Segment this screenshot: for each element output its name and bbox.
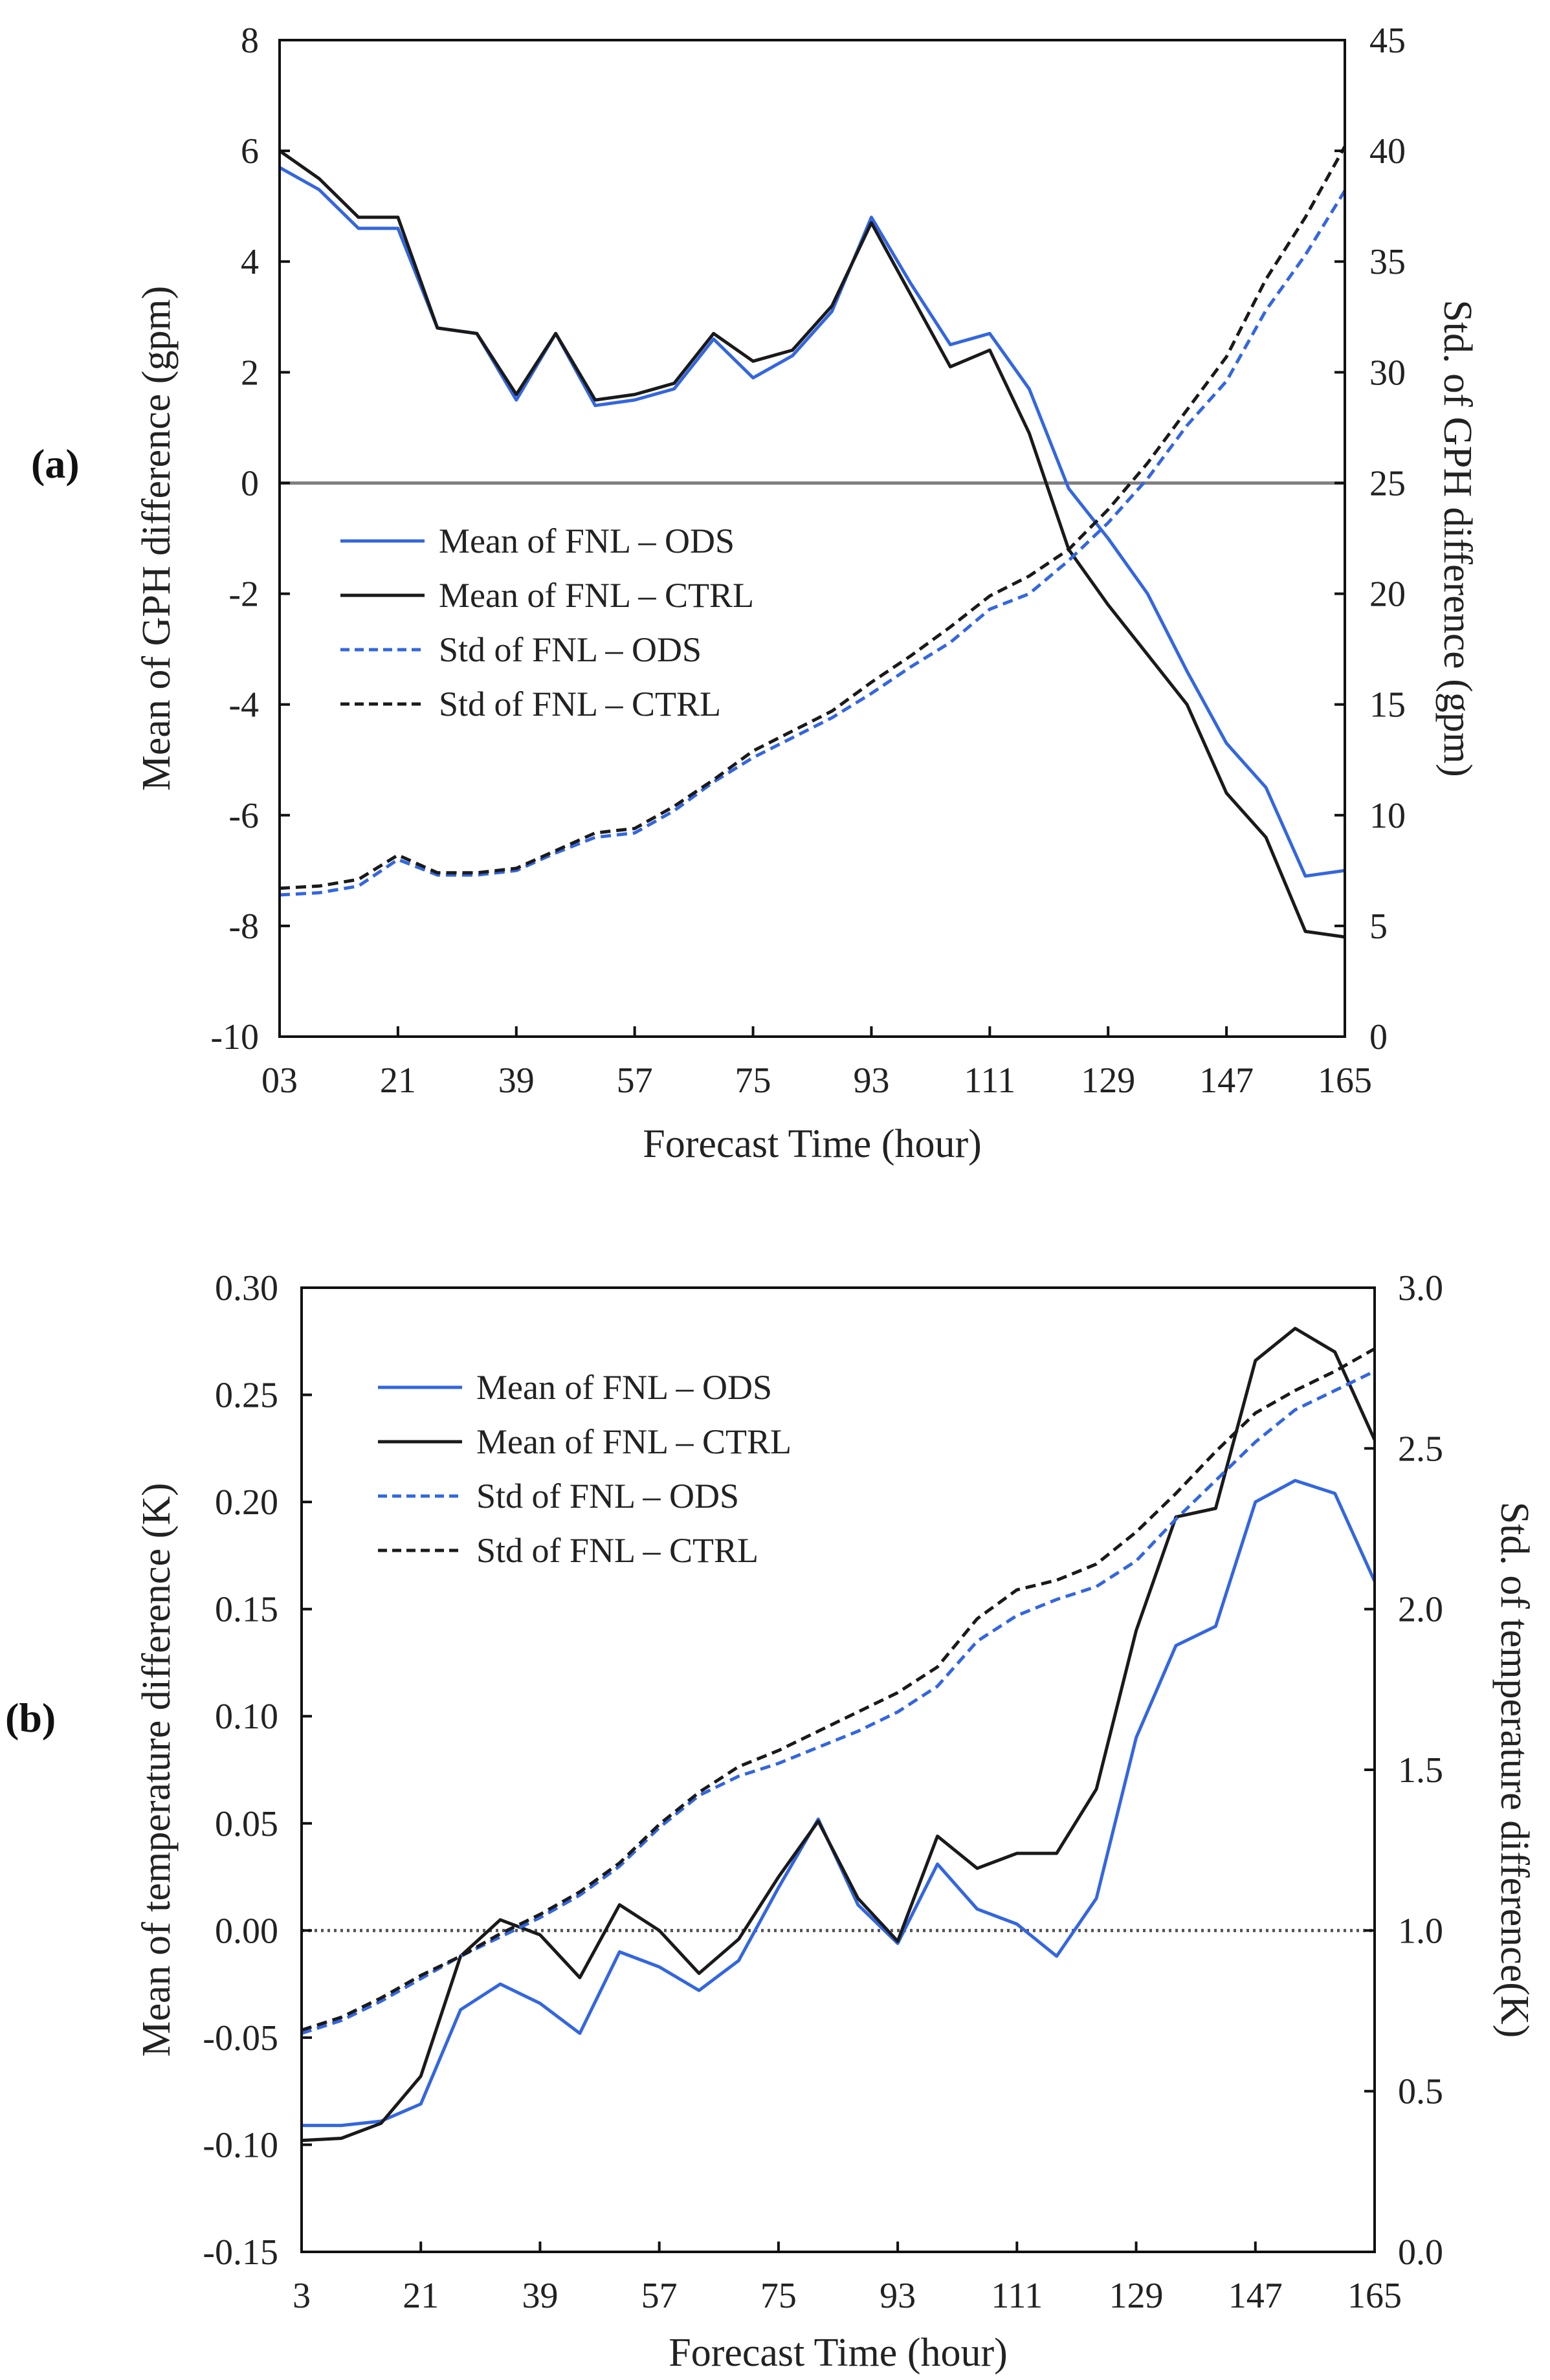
x-tick-label: 03 [261, 1061, 298, 1101]
plot-frame [278, 39, 1346, 1038]
x-tick-label: 57 [617, 1061, 653, 1101]
series-line-4 [279, 146, 1347, 890]
y-tick-label: 0.15 [215, 1590, 278, 1630]
y-tick-label: 0.00 [215, 1911, 278, 1951]
y-tick-label: -8 [228, 907, 259, 947]
series-line-1 [302, 1479, 1377, 2128]
x-tick-label: 39 [498, 1061, 535, 1101]
legend-label: Std of FNL – ODS [476, 1477, 739, 1515]
y2-axis-label: Std. of GPH difference (gpm) [1435, 300, 1479, 777]
y2-axis-label: Std. of temperature difference(K) [1492, 1502, 1536, 2038]
y2-tick-label: 15 [1369, 685, 1406, 725]
y2-tick-label: 2.5 [1398, 1429, 1443, 1469]
x-tick-label: 129 [1081, 1061, 1135, 1101]
legend-label: Mean of FNL – ODS [439, 522, 735, 560]
y2-tick-label: 1.5 [1398, 1750, 1443, 1791]
x-tick-label: 93 [853, 1061, 889, 1101]
x-tick-label: 165 [1347, 2276, 1402, 2316]
x-tick-label: 3 [293, 2276, 311, 2316]
x-tick-label: 165 [1318, 1061, 1372, 1101]
y2-tick-label: 40 [1369, 131, 1406, 171]
panel-label: (b) [5, 1695, 56, 1741]
y2-tick-label: 0.5 [1398, 2072, 1443, 2112]
legend-label: Mean of FNL – CTRL [476, 1422, 792, 1461]
x-axis-label: Forecast Time (hour) [643, 1122, 982, 1166]
y-tick-label: -10 [210, 1017, 259, 1057]
y-tick-label: 8 [241, 21, 259, 61]
x-tick-label: 93 [880, 2276, 916, 2316]
x-tick-label: 75 [735, 1061, 771, 1101]
x-tick-label: 111 [991, 2276, 1043, 2316]
legend-label: Mean of FNL – ODS [476, 1368, 772, 1407]
y-tick-label: 2 [241, 353, 259, 393]
x-tick-label: 129 [1109, 2276, 1164, 2316]
y-axis-label: Mean of GPH difference (gpm) [135, 286, 179, 791]
legend-label: Mean of FNL – CTRL [439, 576, 754, 615]
panel-label: (a) [31, 441, 80, 487]
y2-tick-label: 0 [1369, 1017, 1388, 1057]
y2-tick-label: 0.0 [1398, 2232, 1443, 2273]
y2-tick-label: 35 [1369, 242, 1406, 282]
y2-tick-label: 30 [1369, 353, 1406, 393]
y-tick-label: 0.30 [215, 1268, 278, 1308]
series-line-3 [279, 190, 1347, 897]
series-line-2 [301, 1327, 1377, 2143]
series-line-4 [301, 1347, 1376, 2032]
legend-label: Std of FNL – CTRL [439, 685, 721, 723]
legend: Mean of FNL – ODS Mean of FNL – CTRL Std o… [340, 522, 754, 723]
y-tick-label: 0.25 [215, 1376, 278, 1416]
y-tick-label: -0.15 [203, 2232, 278, 2273]
y-tick-label: -6 [228, 796, 259, 836]
y2-tick-label: 10 [1369, 796, 1406, 836]
x-tick-label: 147 [1228, 2276, 1283, 2316]
x-tick-label: 147 [1199, 1061, 1254, 1101]
series-line-3 [301, 1369, 1376, 2035]
plot-frame [300, 1286, 1376, 2253]
y-tick-label: 0.20 [215, 1482, 278, 1523]
y-tick-label: 6 [241, 131, 259, 171]
x-tick-label: 75 [760, 2276, 797, 2316]
y-tick-label: -0.10 [203, 2125, 278, 2165]
y2-tick-label: 5 [1369, 907, 1388, 947]
chart-panel-b: -0.15 -0.10 -0.05 0.00 0.05 0.10 0.15 0.20 0.25 0… [5, 1268, 1536, 2375]
y-axis-label: Mean of temperature difference (K) [135, 1482, 179, 2056]
legend-label: Std of FNL – ODS [439, 630, 702, 669]
y-tick-label: -2 [228, 575, 259, 615]
y-tick-label: -0.05 [203, 2018, 278, 2058]
y-tick-label: 0.05 [215, 1804, 278, 1844]
y2-tick-label: 20 [1369, 575, 1406, 615]
y-tick-label: -4 [228, 685, 259, 725]
y2-tick-label: 1.0 [1398, 1911, 1443, 1951]
legend: Mean of FNL – ODS Mean of FNL – CTRL Std o… [378, 1368, 792, 1570]
series-line-2 [278, 149, 1345, 939]
y-tick-label: 4 [241, 242, 259, 282]
x-tick-label: 21 [403, 2276, 439, 2316]
y2-tick-label: 3.0 [1398, 1268, 1443, 1308]
y2-tick-label: 2.0 [1398, 1590, 1443, 1630]
y-tick-label: 0.10 [215, 1697, 278, 1737]
x-tick-label: 111 [964, 1061, 1015, 1101]
x-tick-label: 39 [522, 2276, 558, 2316]
y2-tick-label: 45 [1369, 21, 1406, 61]
x-tick-label: 21 [380, 1061, 416, 1101]
x-tick-label: 57 [641, 2276, 678, 2316]
y2-tick-label: 25 [1369, 463, 1406, 503]
x-axis-label: Forecast Time (hour) [669, 2331, 1008, 2375]
legend-label: Std of FNL – CTRL [476, 1531, 758, 1570]
y-tick-label: 0 [241, 463, 259, 503]
chart-panel-a: -10 -8 -6 -4 -2 0 2 4 6 8 0 5 10 15 20 25 30 35 40 45 03 21 39… [31, 21, 1479, 1166]
